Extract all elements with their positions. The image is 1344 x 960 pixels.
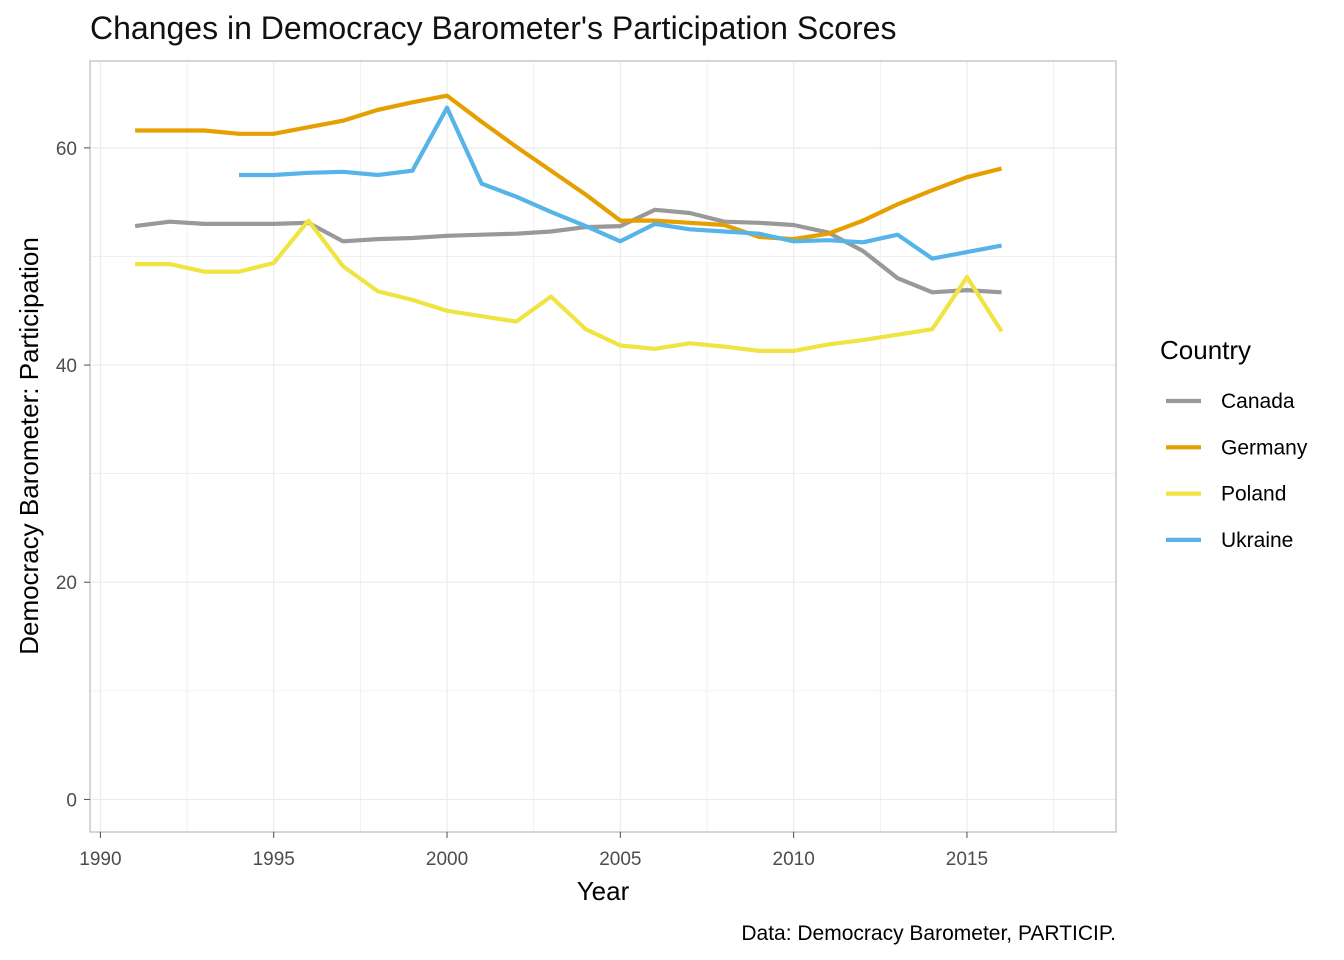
series-line-germany [135,93,1003,242]
grid-lines [90,61,1116,832]
caption: Data: Democracy Barometer, PARTICIP. [741,922,1116,945]
series-line-poland [135,218,1004,353]
y-axis-ticks: 0 20 40 60 [56,139,90,811]
x-axis-ticks: 1990 1995 2000 2005 2010 2015 [79,832,988,870]
x-tick-label: 2010 [773,849,815,870]
series-lines [134,93,1004,353]
y-tick-label: 20 [56,573,77,594]
legend-label-canada: Canada [1221,390,1295,413]
y-tick-label: 0 [66,790,77,811]
series-line-canada [134,207,1002,295]
x-axis-title: Year [577,876,630,906]
legend: Country Canada Germany Poland Ukraine [1160,335,1308,552]
legend-title: Country [1160,335,1251,365]
y-axis-title: Democracy Barometer: Participation [14,237,44,655]
x-tick-label: 1990 [79,849,121,870]
y-tick-label: 40 [56,356,77,377]
plot-panel [89,60,1117,833]
series-line-ukraine [239,105,1002,261]
legend-label-germany: Germany [1221,436,1308,459]
x-tick-label: 2015 [946,849,988,870]
x-tick-label: 2005 [599,849,641,870]
x-tick-label: 1995 [253,849,295,870]
legend-label-poland: Poland [1221,483,1286,506]
legend-label-ukraine: Ukraine [1221,529,1293,552]
y-tick-label: 60 [56,139,77,160]
x-tick-label: 2000 [426,849,468,870]
chart-title: Changes in Democracy Barometer's Partici… [90,10,897,46]
